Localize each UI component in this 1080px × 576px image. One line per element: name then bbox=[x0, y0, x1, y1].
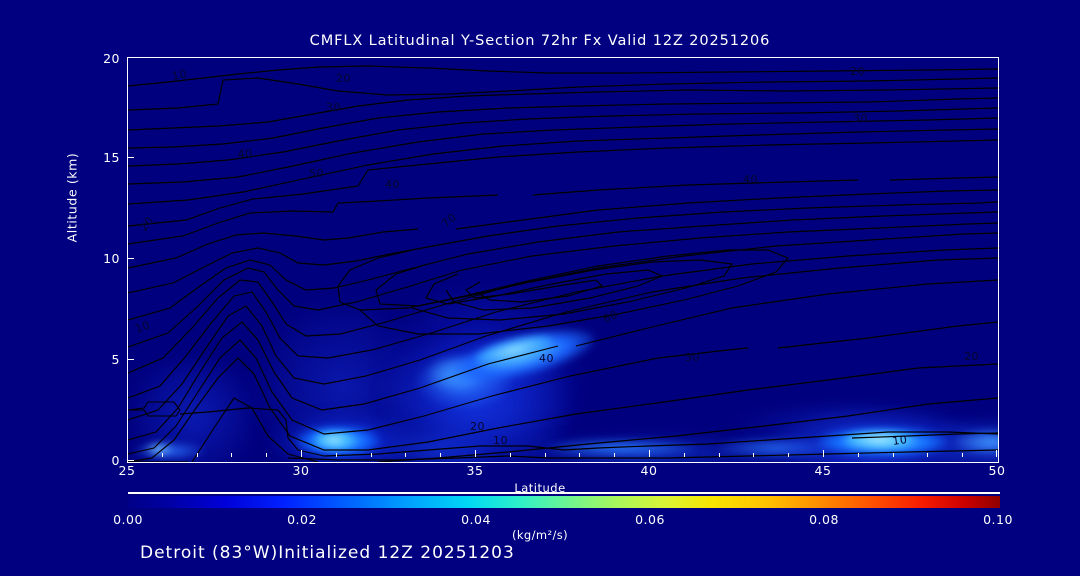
flux-plume-core bbox=[146, 444, 172, 454]
y-tick-label: 5 bbox=[111, 352, 120, 367]
footer-caption: Detroit (83°W)Initialized 12Z 20251203 bbox=[140, 543, 515, 563]
chart-title: CMFLX Latitudinal Y-Section 72hr Fx Vali… bbox=[309, 33, 771, 49]
svg-text:20: 20 bbox=[470, 420, 485, 433]
svg-text:20: 20 bbox=[137, 214, 156, 234]
flux-plume-core bbox=[314, 432, 354, 448]
svg-text:40: 40 bbox=[539, 352, 554, 365]
svg-text:10: 10 bbox=[171, 67, 188, 83]
x-axis-label: Latitude bbox=[514, 481, 566, 495]
x-tick-label: 35 bbox=[466, 463, 484, 478]
svg-text:20: 20 bbox=[964, 350, 979, 363]
svg-text:60: 60 bbox=[601, 308, 620, 326]
x-tick-label: 25 bbox=[118, 463, 136, 478]
svg-text:20: 20 bbox=[850, 65, 865, 78]
svg-text:20: 20 bbox=[336, 72, 351, 85]
colorbar-tick-label: 0.02 bbox=[287, 512, 317, 527]
isotach-contours: 10 20 30 20 30 40 50 40 40 20 70 60 10 4… bbox=[128, 58, 998, 462]
colorbar-top-rule bbox=[128, 492, 1000, 494]
plot-area: 10 20 30 20 30 40 50 40 40 20 70 60 10 4… bbox=[127, 57, 999, 463]
svg-text:40: 40 bbox=[385, 178, 400, 191]
colorbar-tick-label: 0.06 bbox=[635, 512, 665, 527]
colorbar-units-label: (kg/m²/s) bbox=[511, 528, 569, 542]
colorbar-tick-label: 0.04 bbox=[461, 512, 491, 527]
colorbar-tick-label: 0.10 bbox=[983, 512, 1013, 527]
x-tick-label: 30 bbox=[292, 463, 310, 478]
svg-text:40: 40 bbox=[237, 147, 253, 161]
y-axis-label: Altitude (km) bbox=[64, 152, 80, 243]
x-tick-label: 45 bbox=[814, 463, 832, 478]
x-tick-label: 40 bbox=[640, 463, 658, 478]
flux-plume-core bbox=[844, 432, 914, 447]
svg-text:40: 40 bbox=[743, 173, 758, 186]
y-tick-label: 0 bbox=[111, 453, 120, 468]
svg-text:50: 50 bbox=[309, 167, 324, 180]
colorbar-tick-label: 0.00 bbox=[113, 512, 143, 527]
y-tick-label: 10 bbox=[103, 251, 120, 266]
colorbar bbox=[128, 496, 1000, 508]
svg-text:30: 30 bbox=[685, 351, 700, 364]
y-tick-label: 15 bbox=[103, 150, 120, 165]
y-tick-label: 20 bbox=[103, 51, 120, 66]
svg-text:10: 10 bbox=[133, 318, 152, 336]
svg-text:30: 30 bbox=[326, 101, 341, 114]
svg-text:70: 70 bbox=[439, 211, 459, 231]
svg-text:10: 10 bbox=[892, 433, 909, 448]
colorbar-tick-label: 0.08 bbox=[809, 512, 839, 527]
svg-text:10: 10 bbox=[493, 434, 508, 447]
x-tick-label: 50 bbox=[988, 463, 1006, 478]
svg-text:30: 30 bbox=[853, 112, 868, 125]
